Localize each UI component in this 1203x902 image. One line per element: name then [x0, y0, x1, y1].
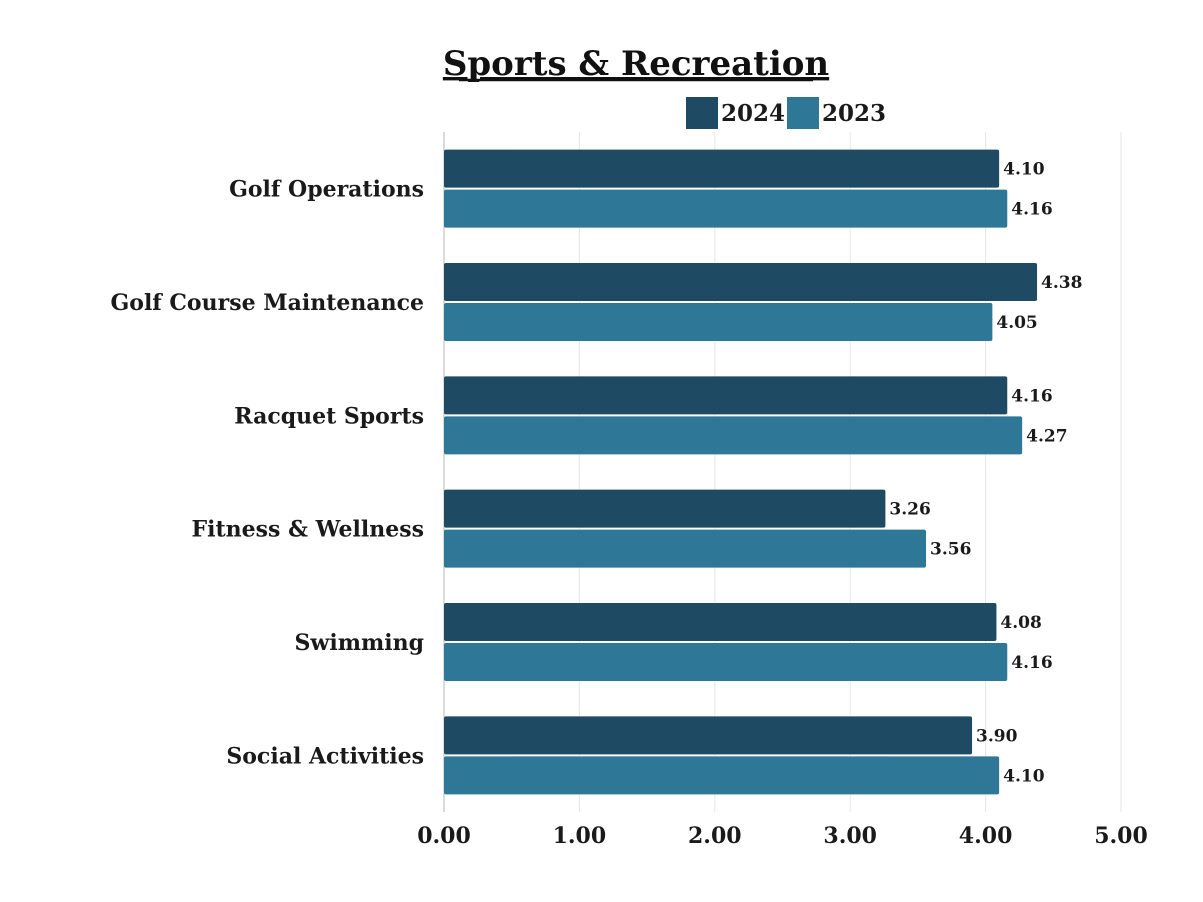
- legend-swatch-2023: [787, 97, 819, 129]
- x-tick-label: 1.00: [553, 823, 607, 849]
- legend: 2024 2023: [686, 97, 886, 129]
- category-label: Golf Course Maintenance: [110, 290, 424, 316]
- category-label: Fitness & Wellness: [192, 517, 424, 543]
- bar-2024-0: [444, 149, 1000, 188]
- value-label: 4.16: [1011, 386, 1052, 406]
- value-label: 3.90: [976, 726, 1018, 746]
- chart-title: Sports & Recreation: [443, 44, 829, 84]
- legend-label: 2023: [822, 100, 886, 127]
- value-label: 4.08: [1000, 613, 1041, 633]
- value-label: 4.05: [996, 313, 1037, 333]
- x-tick-label: 0.00: [417, 823, 471, 849]
- category-label: Social Activities: [226, 743, 424, 769]
- x-tick-label: 2.00: [688, 823, 742, 849]
- x-tick-label: 3.00: [823, 823, 877, 849]
- value-label: 4.16: [1011, 653, 1052, 673]
- bars: [444, 149, 1038, 795]
- value-label: 4.38: [1041, 273, 1082, 293]
- value-label: 4.10: [1003, 766, 1045, 786]
- bar-2024-3: [444, 489, 886, 528]
- bar-2023-2: [444, 416, 1023, 455]
- value-label: 4.10: [1003, 160, 1045, 180]
- category-label: Swimming: [295, 630, 424, 656]
- bar-2024-4: [444, 603, 997, 641]
- bar-2024-2: [444, 376, 1008, 415]
- category-label: Golf Operations: [229, 177, 424, 203]
- x-tick-label: 5.00: [1094, 823, 1148, 849]
- x-tick-label: 4.00: [959, 823, 1013, 849]
- value-label: 4.27: [1026, 426, 1067, 446]
- labels: 0.00 1.00 2.00 3.00 4.00 5.00 Golf Operations 4…: [110, 160, 1147, 849]
- bar-2023-3: [444, 529, 927, 568]
- category-label: Racquet Sports: [234, 403, 424, 429]
- legend-swatch-2024: [686, 97, 718, 129]
- bar-2024-5: [444, 716, 973, 755]
- value-label: 3.26: [889, 500, 930, 520]
- bar-2023-5: [444, 756, 1000, 795]
- bar-2024-1: [444, 263, 1038, 301]
- bar-2023-0: [444, 189, 1008, 228]
- bar-2023-1: [444, 303, 993, 341]
- legend-label: 2024: [721, 100, 785, 127]
- value-label: 3.56: [930, 540, 971, 560]
- value-label: 4.16: [1011, 200, 1052, 220]
- bar-2023-4: [444, 643, 1008, 681]
- gridlines: [443, 132, 1122, 812]
